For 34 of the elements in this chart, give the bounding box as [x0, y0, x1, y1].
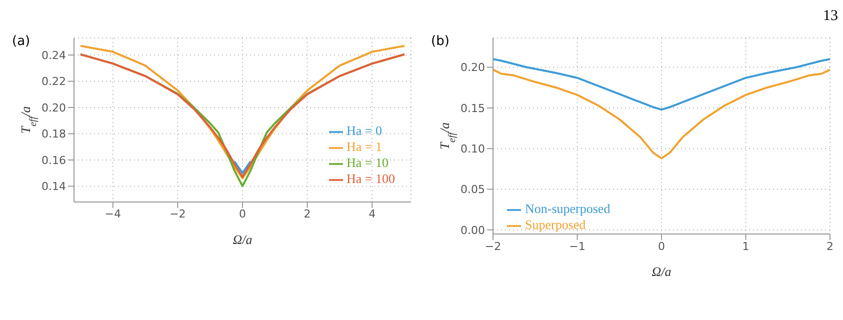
y-tick-label: 0.16	[42, 154, 66, 167]
chart-title: (b)	[431, 34, 450, 49]
y-tick-label: 0.20	[42, 101, 66, 114]
y-tick-label: 0.20	[460, 61, 485, 74]
y-tick-label: 0.24	[42, 48, 66, 62]
y-tick-label: 0.22	[42, 75, 66, 88]
y-tick-label: 0.15	[460, 102, 485, 115]
x-tick-label: 0	[658, 240, 665, 253]
chart-title: (a)	[12, 34, 30, 49]
x-tick-label: 2	[304, 208, 311, 221]
x-tick-label: 0	[239, 208, 246, 221]
x-axis-title: Ω/a	[232, 232, 253, 247]
x-tick-label: −4	[104, 208, 121, 221]
legend-label: Ha = 1	[346, 139, 382, 154]
legend-label: Superposed	[525, 216, 586, 232]
x-tick-label: 2	[826, 240, 834, 253]
x-tick-label: −2	[170, 208, 186, 221]
x-axis-title: Ω/a	[652, 264, 672, 279]
legend-label: Non-superposed	[525, 200, 610, 216]
x-tick-label: 4	[368, 208, 376, 221]
legend-label: Ha = 0	[346, 123, 382, 138]
y-tick-label: 0.18	[42, 128, 66, 141]
legend-label: Ha = 100	[346, 171, 395, 186]
line-series	[493, 58, 830, 111]
y-tick-label: 0.00	[460, 224, 485, 237]
x-tick-label: −2	[484, 240, 502, 253]
x-tick-label: 1	[742, 240, 750, 253]
line-series	[493, 68, 830, 160]
text: 13	[823, 8, 838, 24]
y-tick-label: 0.05	[460, 183, 485, 196]
y-tick-label: 0.14	[42, 180, 66, 194]
x-tick-label: −1	[569, 240, 586, 253]
legend-label: Ha = 10	[346, 155, 388, 170]
y-tick-label: 0.10	[460, 142, 485, 156]
